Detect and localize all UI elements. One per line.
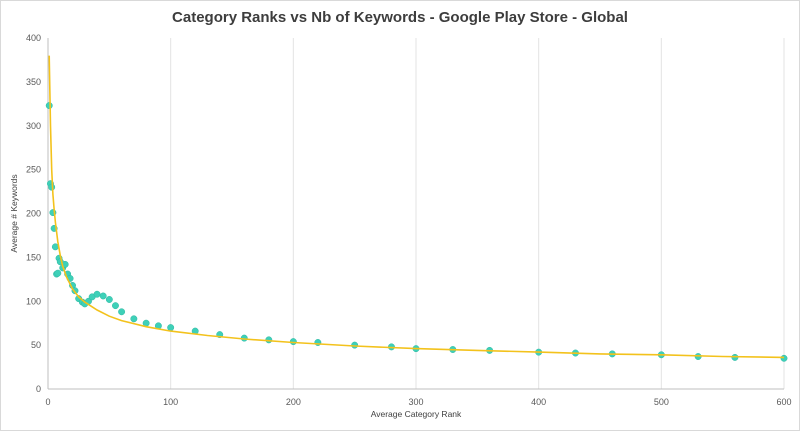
gridlines: [170, 38, 785, 389]
y-tick-label: 150: [26, 252, 41, 262]
y-tick-label: 50: [31, 340, 41, 350]
data-point: [780, 354, 788, 362]
x-tick-label: 600: [776, 397, 791, 407]
data-point: [54, 269, 62, 277]
x-tick-label: 500: [654, 397, 669, 407]
y-axis-label: Average # Keywords: [9, 174, 19, 252]
y-tick-label: 400: [26, 33, 41, 43]
x-tick-label: 100: [163, 397, 178, 407]
y-tick-label: 200: [26, 209, 41, 219]
data-point: [99, 292, 107, 300]
y-tick-label: 100: [26, 296, 41, 306]
x-axis-label: Average Category Rank: [371, 409, 462, 419]
y-tick-label: 250: [26, 165, 41, 175]
chart-title: Category Ranks vs Nb of Keywords - Googl…: [172, 9, 628, 26]
tick-labels: 0 100 200 300 400 500 600 0 50 100 150 200 250 300 350…: [26, 33, 792, 407]
data-points: [45, 102, 788, 362]
data-point: [45, 102, 53, 110]
axes: [47, 38, 784, 390]
x-tick-label: 0: [45, 397, 50, 407]
data-point: [112, 302, 119, 310]
y-tick-label: 300: [26, 121, 41, 131]
data-point: [118, 308, 126, 316]
data-point: [105, 296, 113, 303]
x-tick-label: 400: [531, 397, 546, 407]
trend-line: [48, 55, 785, 359]
data-point: [167, 324, 175, 332]
trend-line-path: [48, 55, 785, 359]
data-point: [93, 290, 101, 298]
y-tick-label: 350: [26, 77, 41, 87]
x-tick-label: 300: [408, 397, 423, 407]
data-point: [130, 315, 138, 323]
y-tick-label: 0: [36, 384, 41, 394]
x-tick-label: 200: [286, 397, 301, 407]
